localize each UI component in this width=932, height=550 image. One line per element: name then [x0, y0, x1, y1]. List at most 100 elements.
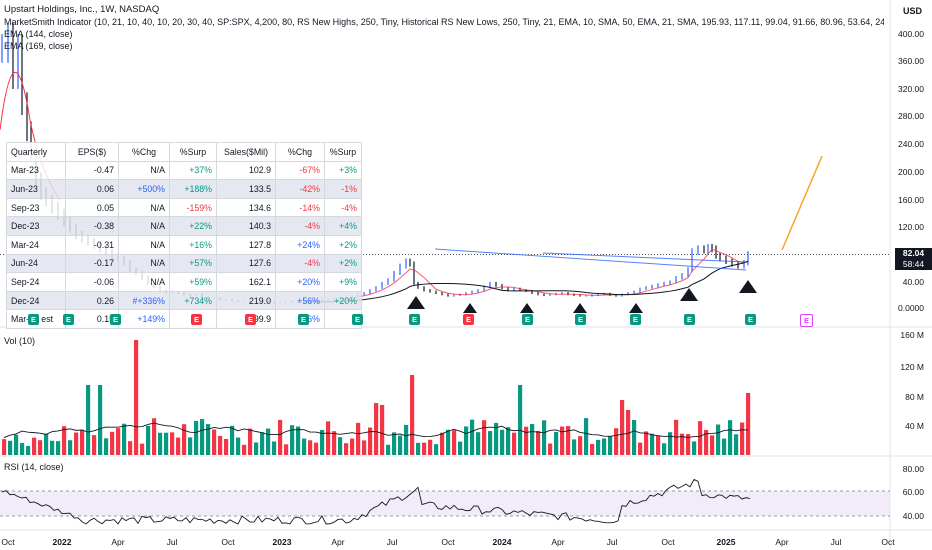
volume-bar: [590, 444, 595, 455]
volume-bar: [476, 432, 481, 455]
volume-bar: [314, 442, 319, 455]
ema144-legend[interactable]: EMA (144, close): [4, 29, 73, 39]
volume-bar: [122, 423, 127, 455]
signal-triangle: [407, 296, 425, 309]
volume-bar: [290, 425, 295, 455]
volume-bar: [230, 425, 235, 455]
earnings-marker[interactable]: E: [463, 314, 474, 325]
volume-bar: [416, 442, 421, 455]
volume-bar: [704, 429, 709, 455]
volume-bar: [284, 444, 289, 455]
volume-bar: [722, 438, 727, 455]
earnings-marker[interactable]: E: [191, 314, 202, 325]
volume-bar: [482, 420, 487, 455]
table-cell: -0.31: [65, 234, 119, 255]
volume-bar: [698, 421, 703, 455]
price-tick: 120.00: [898, 222, 924, 232]
earnings-marker[interactable]: E: [745, 314, 756, 325]
volume-bar: [386, 444, 391, 455]
volume-bar: [734, 434, 739, 455]
volume-bar: [626, 410, 631, 455]
table-cell: +2%: [324, 253, 362, 274]
time-tick: Apr: [775, 537, 789, 547]
table-cell: +20%: [275, 272, 325, 292]
table-cell: N/A: [118, 234, 170, 255]
earnings-marker[interactable]: E: [575, 314, 586, 325]
volume-bar: [686, 434, 691, 455]
last-price: 82.04: [902, 248, 925, 258]
table-cell: +4%: [324, 216, 362, 236]
time-tick: Jul: [830, 537, 842, 547]
table-cell: 162.1: [216, 272, 276, 292]
rsi-tick: 60.00: [902, 487, 924, 497]
volume-bar: [14, 434, 19, 455]
currency-label[interactable]: USD: [902, 6, 922, 16]
volume-bar: [152, 418, 157, 455]
table-cell: -4%: [275, 216, 325, 236]
time-tick: Jul: [606, 537, 618, 547]
volume-bar: [542, 420, 547, 455]
table-cell: +2%: [324, 234, 362, 255]
earnings-marker[interactable]: E: [409, 314, 420, 325]
earnings-marker[interactable]: E: [684, 314, 695, 325]
table-cell: -0.47: [65, 160, 119, 181]
volume-bar: [224, 438, 229, 455]
volume-bar: [356, 422, 361, 455]
table-header-cell: Quarterly: [6, 142, 66, 162]
table-cell: N/A: [118, 253, 170, 274]
volume-bar: [662, 443, 667, 455]
volume-bar: [572, 439, 577, 455]
table-header-cell: Sales($Mil): [216, 142, 276, 162]
table-cell: Mar-24: [6, 234, 66, 255]
volume-bar: [680, 433, 685, 455]
volume-bar: [278, 419, 283, 455]
table-cell: +57%: [169, 253, 217, 274]
price-tick: 360.00: [898, 56, 924, 66]
volume-bar: [86, 385, 91, 455]
table-cell: -0.38: [65, 216, 119, 236]
table-row: Mar-24 -0.31 N/A +16% 127.8 +24% +2%: [6, 234, 362, 255]
volume-bar: [62, 426, 67, 455]
rsi-tick: 80.00: [902, 464, 924, 474]
volume-bar: [260, 432, 265, 455]
table-cell: 0.26: [65, 290, 119, 311]
volume-bar: [740, 422, 745, 455]
volume-bar: [560, 426, 565, 455]
earnings-marker[interactable]: E: [110, 314, 121, 325]
price-tick: 240.00: [898, 139, 924, 149]
time-tick: Oct: [881, 537, 895, 547]
table-cell: -42%: [275, 179, 325, 199]
earnings-marker[interactable]: E: [298, 314, 309, 325]
volume-bar: [596, 439, 601, 455]
ema169-legend[interactable]: EMA (169, close): [4, 41, 73, 51]
table-row: Mar-23 -0.47 N/A +37% 102.9 -67% +3%: [6, 160, 362, 181]
volume-bar: [380, 405, 385, 455]
time-tick: Oct: [221, 537, 235, 547]
earnings-marker[interactable]: E: [245, 314, 256, 325]
volume-bar: [116, 428, 121, 455]
volume-bar: [500, 429, 505, 455]
volume-bar: [422, 442, 427, 455]
price-tick: 160.00: [898, 195, 924, 205]
marketsmith-indicator-legend[interactable]: MarketSmith Indicator (10, 21, 10, 40, 1…: [4, 17, 884, 27]
earnings-marker[interactable]: E: [63, 314, 74, 325]
table-cell: -1%: [324, 179, 362, 199]
volume-bar: [632, 419, 637, 455]
volume-bar: [50, 440, 55, 455]
earnings-marker[interactable]: E: [630, 314, 641, 325]
volume-pane-title[interactable]: Vol (10): [4, 336, 36, 346]
earnings-marker[interactable]: E: [800, 314, 813, 327]
volume-bar: [98, 385, 103, 455]
volume-bar: [296, 426, 301, 455]
volume-bar: [488, 431, 493, 455]
rsi-pane-title[interactable]: RSI (14, close): [4, 462, 64, 472]
table-cell: 127.8: [216, 234, 276, 255]
volume-bar: [338, 437, 343, 455]
table-cell: #+336%: [118, 290, 170, 311]
earnings-marker[interactable]: E: [28, 314, 39, 325]
earnings-marker[interactable]: E: [352, 314, 363, 325]
table-cell: -0.06: [65, 272, 119, 292]
table-cell: 133.5: [216, 179, 276, 199]
earnings-marker[interactable]: E: [522, 314, 533, 325]
